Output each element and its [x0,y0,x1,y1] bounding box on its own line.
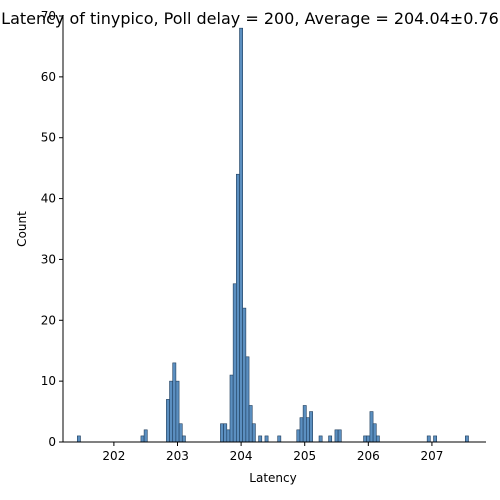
histogram-bar [229,374,234,443]
histogram-bar [172,362,177,443]
histogram-bar [242,307,247,443]
histogram-bar [245,356,250,443]
y-tick-label: 60 [41,70,56,84]
histogram-bar [166,399,170,443]
y-tick-label: 70 [41,9,56,23]
y-tick-label: 50 [41,131,56,145]
histogram-bar [181,435,186,443]
histogram-bar [239,27,243,443]
y-tick-label: 20 [41,313,56,327]
x-axis-label: Latency [249,471,296,485]
x-tick-label: 203 [166,449,189,463]
histogram-bar [296,429,301,443]
histogram-bar [77,435,81,443]
x-tick-label: 206 [357,449,380,463]
y-tick-label: 10 [41,374,56,388]
histogram-bar [251,423,256,443]
y-axis-label: Count [15,211,29,247]
x-ticks-group: 202 203 204 205 206 207 [102,442,443,463]
histogram-bar [363,435,368,443]
histogram-bar [372,423,377,443]
histogram-bar [232,283,237,443]
histogram-bar [334,429,339,443]
x-tick-label: 204 [230,449,253,463]
histogram-bar [426,435,431,443]
histogram-bar [433,435,438,443]
y-tick-label: 40 [41,192,56,206]
chart-title: Latency of tinypico, Poll delay = 200, A… [1,9,499,28]
histogram-bar [175,380,180,443]
histogram-bar [264,435,269,443]
y-tick-label: 0 [48,435,56,449]
histogram-bar [236,173,240,443]
histogram-bar [277,435,282,443]
histogram-bar [169,380,174,443]
histogram-bar [258,435,263,443]
bars-group [77,27,469,443]
histogram-bar [248,405,253,443]
histogram-bar [143,429,148,443]
histogram-bar [375,435,380,443]
histogram-bar [309,411,313,443]
histogram-bar [337,429,342,443]
y-tick-label: 30 [41,252,56,266]
histogram-bar [465,435,469,443]
histogram-bar [299,417,304,443]
histogram-bar [328,435,333,443]
histogram-bar [366,435,371,443]
histogram-bar [302,405,307,443]
x-tick-label: 207 [420,449,443,463]
histogram-bar [220,423,224,443]
histogram-bar [318,435,323,443]
histogram-bar [369,411,374,443]
histogram-bar [306,417,310,443]
histogram-bar [140,435,145,443]
histogram-bar [223,423,228,443]
x-tick-label: 205 [293,449,316,463]
histogram-bar [178,423,183,443]
x-tick-label: 202 [102,449,125,463]
histogram-bar [226,429,231,443]
y-ticks-group: 0 10 20 30 40 50 60 70 [41,9,63,449]
axes-group [62,16,486,443]
